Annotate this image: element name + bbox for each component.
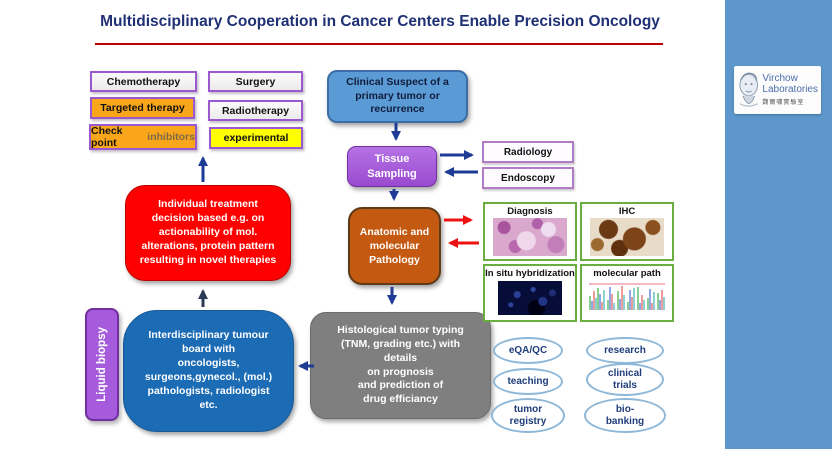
in-situ-hybridization-panel: In situ hybridization bbox=[483, 264, 577, 322]
logo-text: Virchow Laboratories 魏爾嘯實驗室 bbox=[762, 72, 818, 107]
therapy-checkpoint-inhibitors-box: Check point inhibitors bbox=[89, 124, 197, 150]
text-line: decision based e.g. on bbox=[151, 212, 265, 225]
sequencing-trace-image bbox=[589, 283, 665, 310]
ellipse-bio-banking: bio-banking bbox=[584, 398, 666, 433]
text-line: Interdisciplinary tumour bbox=[148, 329, 269, 342]
text-line: resulting in novel therapies bbox=[139, 253, 277, 266]
histology-stain-image bbox=[493, 218, 567, 256]
text-line: Sampling bbox=[367, 167, 417, 180]
text-line: Surgery bbox=[235, 75, 276, 88]
ellipse-eqa-qc: eQA/QC bbox=[493, 337, 563, 364]
logo-subtitle-chinese: 魏爾嘯實驗室 bbox=[762, 100, 805, 107]
panel-label: Diagnosis bbox=[507, 206, 553, 217]
ellipse-clinical-trials: clinical trials bbox=[586, 363, 664, 396]
panel-label: molecular path bbox=[593, 268, 661, 279]
virchow-portrait-image bbox=[739, 72, 758, 107]
therapy-radiotherapy-box: Radiotherapy bbox=[208, 100, 303, 121]
text-line: eQA/QC bbox=[508, 344, 548, 356]
therapy-targeted-box: Targeted therapy bbox=[90, 97, 195, 119]
panel-label: In situ hybridization bbox=[485, 268, 575, 279]
logo-name-line2: Laboratories bbox=[762, 83, 818, 95]
endoscopy-box: Endoscopy bbox=[482, 167, 574, 189]
text-segment: inhibitors bbox=[147, 131, 195, 143]
ihc-stain-image bbox=[590, 218, 664, 256]
text-line: and prediction of bbox=[357, 379, 444, 392]
fluorescence-image bbox=[498, 281, 562, 315]
treatment-decision-box: Individual treatment decision based e.g.… bbox=[125, 185, 291, 281]
text-line: Pathology bbox=[369, 254, 420, 267]
text-line: Radiology bbox=[503, 146, 553, 158]
ihc-panel: IHC bbox=[580, 202, 674, 261]
text-line: Individual treatment bbox=[158, 198, 258, 211]
text-line: clinical trials bbox=[608, 368, 642, 391]
text-line: research bbox=[604, 344, 646, 356]
text-line: drug efficiancy bbox=[363, 393, 438, 406]
tumor-board-box: Interdisciplinary tumour board with onco… bbox=[123, 310, 294, 432]
text-line: alterations, protein pattern bbox=[141, 239, 275, 252]
title-underline bbox=[95, 43, 663, 45]
text-line: etc. bbox=[199, 398, 218, 411]
text-line: actionability of mol. bbox=[158, 226, 258, 239]
virchow-logo: Virchow Laboratories 魏爾嘯實驗室 bbox=[734, 66, 821, 114]
logo-name-line1: Virchow bbox=[762, 72, 798, 84]
right-sidebar: Virchow Laboratories 魏爾嘯實驗室 bbox=[725, 0, 832, 449]
text-line: Tissue bbox=[374, 153, 410, 166]
anatomic-molecular-pathology-box: Anatomic and molecular Pathology bbox=[348, 207, 441, 285]
text-line: board with bbox=[181, 343, 236, 356]
diagnosis-panel: Diagnosis bbox=[483, 202, 577, 261]
text-line: Endoscopy bbox=[501, 172, 555, 184]
text-line: oncologists, bbox=[177, 357, 240, 370]
clinical-suspect-box: Clinical Suspect of a primary tumor or r… bbox=[327, 70, 468, 123]
text-line: on prognosis bbox=[367, 365, 434, 378]
text-line: Histological tumor typing bbox=[337, 323, 464, 336]
text-line: molecular bbox=[369, 239, 420, 252]
text-line: Radiotherapy bbox=[221, 104, 290, 117]
therapy-chemotherapy-box: Chemotherapy bbox=[90, 71, 197, 92]
slide-title: Multidisciplinary Cooperation in Cancer … bbox=[100, 13, 660, 30]
text-line: tumor registry bbox=[509, 404, 547, 427]
text-line: details bbox=[383, 351, 418, 364]
ellipse-teaching: teaching bbox=[493, 368, 563, 395]
tissue-sampling-box: Tissue Sampling bbox=[347, 146, 437, 187]
molecular-path-panel: molecular path bbox=[580, 264, 674, 322]
text-line: Liquid biopsy bbox=[96, 327, 108, 402]
therapy-experimental-box: experimental bbox=[209, 127, 303, 149]
text-line: Chemotherapy bbox=[106, 75, 181, 88]
ellipse-research: research bbox=[586, 337, 664, 364]
text-segment: Check point bbox=[91, 125, 123, 149]
text-line: Anatomic and bbox=[359, 225, 430, 238]
text-line: teaching bbox=[507, 375, 549, 387]
histological-typing-box: Histological tumor typing (TNM, grading … bbox=[310, 312, 491, 419]
text-line: Clinical Suspect of a bbox=[346, 76, 449, 89]
ellipse-tumor-registry: tumor registry bbox=[491, 398, 565, 433]
text-line: experimental bbox=[223, 132, 289, 144]
text-line: Targeted therapy bbox=[100, 102, 185, 114]
text-line: (TNM, grading etc.) with bbox=[341, 337, 460, 350]
text-line: surgeons,gynecol., (mol.) bbox=[144, 371, 273, 383]
text-line: pathologists, radiologist bbox=[147, 384, 270, 397]
panel-label: IHC bbox=[618, 206, 636, 217]
text-line: bio-banking bbox=[605, 404, 645, 427]
text-line: primary tumor or bbox=[355, 89, 440, 102]
radiology-box: Radiology bbox=[482, 141, 574, 163]
liquid-biopsy-box: Liquid biopsy bbox=[85, 308, 119, 421]
therapy-surgery-box: Surgery bbox=[208, 71, 303, 92]
text-line: recurrence bbox=[370, 103, 425, 116]
